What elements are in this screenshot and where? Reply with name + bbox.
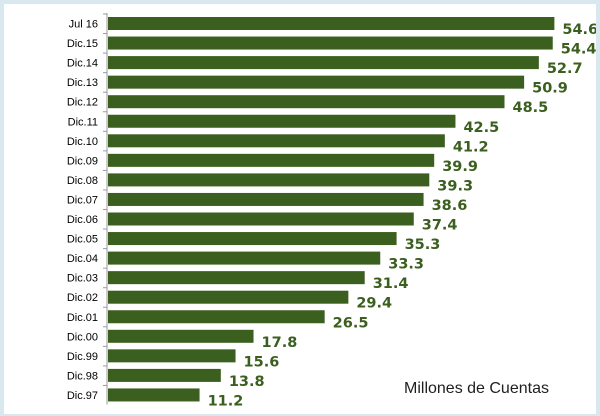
value-label: 50.9 [532, 81, 568, 97]
value-label: 15.6 [244, 354, 280, 370]
category-label: Dic.97 [67, 390, 98, 402]
bar [108, 134, 445, 148]
bar [108, 75, 525, 89]
value-label: 42.5 [463, 120, 499, 136]
bars-layer [108, 17, 555, 402]
value-labels: 54.6 54.4 52.7 50.9 48.5 42.5 41.2 39.9 39.3 38.6… [208, 22, 596, 409]
units-annotation: Millones de Cuentas [404, 380, 549, 397]
bar [108, 271, 365, 285]
category-label: Dic.15 [67, 38, 98, 50]
value-label: 31.4 [373, 276, 409, 292]
value-label: 13.8 [229, 374, 265, 390]
category-label: Dic.06 [67, 214, 98, 226]
value-label: 29.4 [356, 296, 392, 312]
category-label: Jul 16 [69, 19, 98, 31]
category-label: Dic.08 [67, 175, 98, 187]
category-label: Dic.10 [67, 136, 98, 148]
category-label: Dic.07 [67, 194, 98, 206]
axis-layer [103, 13, 108, 405]
value-label: 38.6 [432, 198, 468, 214]
value-label: 48.5 [513, 100, 549, 116]
category-label: Dic.03 [67, 273, 98, 285]
bar [108, 17, 555, 30]
category-label: Dic.00 [67, 331, 98, 343]
bar [108, 232, 397, 246]
value-label: 11.2 [208, 393, 244, 409]
bar [108, 173, 430, 187]
bar [108, 192, 424, 206]
category-label: Dic.11 [68, 116, 98, 128]
bar [108, 310, 325, 324]
value-label: 52.7 [547, 61, 583, 77]
category-label: Dic.13 [67, 77, 98, 89]
bar [108, 349, 236, 363]
category-label: Dic.14 [67, 58, 98, 70]
category-label: Dic.05 [67, 234, 98, 246]
bar [108, 251, 381, 265]
category-label: Dic.12 [67, 97, 98, 109]
bar [108, 114, 456, 128]
category-labels: Jul 16 Dic.15 Dic.14 Dic.13 Dic.12 Dic.11 Dic.… [67, 19, 98, 402]
bar [108, 212, 414, 226]
value-label: 33.3 [388, 257, 424, 273]
bar [108, 329, 254, 343]
value-label: 54.4 [561, 42, 596, 58]
value-label: 17.8 [262, 335, 298, 351]
bar [108, 368, 221, 382]
category-label: Dic.04 [67, 253, 98, 265]
bar [108, 95, 505, 109]
category-label: Dic.01 [67, 312, 98, 324]
value-label: 35.3 [405, 237, 441, 253]
chart-panel: Jul 16 Dic.15 Dic.14 Dic.13 Dic.12 Dic.11 Dic.… [4, 4, 596, 414]
bar [108, 290, 349, 304]
bar-chart: Jul 16 Dic.15 Dic.14 Dic.13 Dic.12 Dic.11 Dic.… [67, 13, 596, 409]
bar [108, 153, 435, 167]
value-label: 54.6 [562, 22, 596, 38]
value-label: 39.9 [442, 159, 478, 175]
value-label: 37.4 [422, 218, 458, 234]
value-label: 26.5 [333, 315, 369, 331]
bar [108, 36, 553, 50]
category-label: Dic.99 [67, 351, 98, 363]
value-label: 41.2 [453, 139, 489, 155]
value-label: 39.3 [437, 178, 473, 194]
bar [108, 56, 539, 70]
category-label: Dic.09 [67, 155, 98, 167]
bar [108, 388, 200, 402]
category-label: Dic.98 [67, 370, 98, 382]
category-label: Dic.02 [67, 292, 98, 304]
